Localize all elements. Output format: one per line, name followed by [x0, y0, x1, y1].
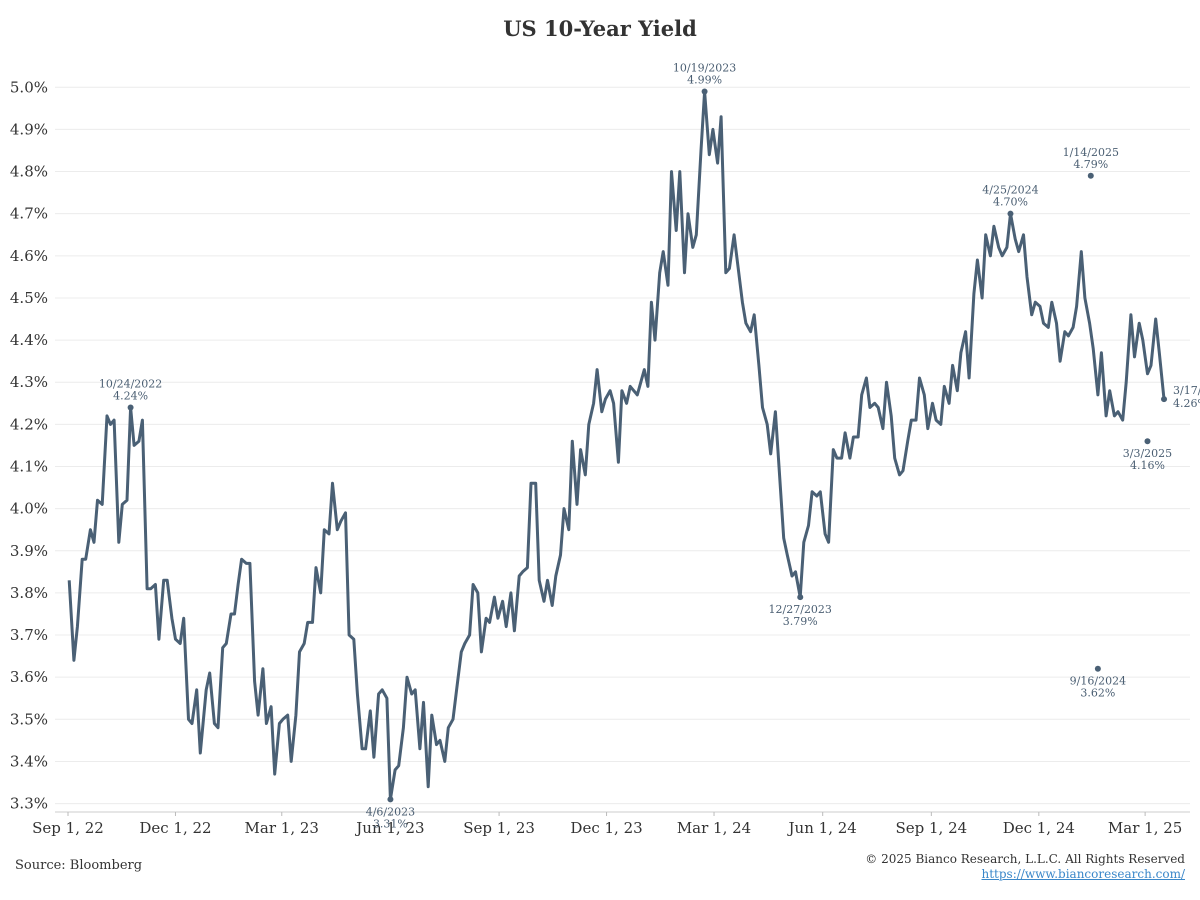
annotations: 10/24/20224.24%4/6/20233.31%10/19/20234.…: [99, 61, 1200, 830]
y-tick-label: 3.8%: [10, 584, 48, 602]
source-note: Source: Bloomberg: [15, 858, 143, 873]
annotation-point: [387, 796, 394, 803]
annotation-value: 4.24%: [113, 390, 148, 403]
annotation-value: 4.79%: [1073, 158, 1108, 171]
y-tick-label: 4.1%: [10, 457, 48, 475]
x-tick-label: Mar 1, 23: [245, 819, 319, 837]
y-tick-label: 4.6%: [10, 247, 48, 265]
annotation-value: 3.62%: [1080, 687, 1115, 700]
annotation-date: 1/14/2025: [1063, 146, 1119, 159]
annotation-date: 4/25/2024: [982, 184, 1038, 197]
x-tick-label: Dec 1, 24: [1003, 819, 1075, 837]
y-tick-label: 4.4%: [10, 331, 48, 349]
annotation-value: 4.99%: [687, 73, 722, 86]
x-tick-label: Sep 1, 23: [463, 819, 535, 837]
y-tick-label: 4.0%: [10, 500, 48, 518]
yield-series-line: [67, 90, 1166, 801]
y-tick-label: 3.7%: [10, 626, 48, 644]
x-axis: Sep 1, 22 Dec 1, 22 Mar 1, 23 Jun 1, 23 Sep …: [32, 812, 1182, 837]
annotation-value: 3.79%: [783, 615, 818, 628]
annotation-value: 4.70%: [993, 196, 1028, 209]
annotation-date: 3/17/2025: [1173, 384, 1200, 397]
annotation-date: 10/24/2022: [99, 378, 162, 391]
y-tick-label: 3.5%: [10, 710, 48, 728]
y-tick-label: 4.8%: [10, 163, 48, 181]
y-tick-label: 4.3%: [10, 373, 48, 391]
y-tick-label: 3.9%: [10, 542, 48, 560]
y-tick-label: 3.3%: [10, 795, 48, 813]
annotation-date: 10/19/2023: [673, 61, 736, 74]
annotation-point: [1094, 665, 1101, 672]
annotation-point: [797, 594, 804, 601]
annotation-value: 4.26%: [1173, 397, 1200, 410]
y-tick-label: 4.5%: [10, 289, 48, 307]
x-tick-label: Mar 1, 24: [677, 819, 751, 837]
x-tick-label: Mar 1, 25: [1108, 819, 1182, 837]
annotation-date: 9/16/2024: [1070, 675, 1126, 688]
gridlines: [55, 86, 1190, 805]
chart-title: US 10-Year Yield: [503, 16, 697, 41]
annotation-point: [1161, 396, 1168, 403]
y-tick-label: 3.4%: [10, 752, 48, 770]
annotation-date: 12/27/2023: [769, 603, 832, 616]
copyright-note: © 2025 Bianco Research, L.L.C. All Right…: [865, 852, 1185, 866]
annotation-point: [1007, 210, 1014, 217]
x-tick-label: Sep 1, 22: [32, 819, 104, 837]
annotation-point: [1087, 172, 1094, 179]
annotation-point: [701, 88, 708, 95]
y-tick-label: 4.2%: [10, 415, 48, 433]
annotation-value: 4.16%: [1130, 459, 1165, 472]
website-link[interactable]: https://www.biancoresearch.com/: [981, 867, 1185, 881]
y-axis: 5.0% 4.9% 4.8% 4.7% 4.6% 4.5% 4.4% 4.3% 4.2% 4.1%…: [10, 78, 48, 812]
y-tick-label: 4.7%: [10, 205, 48, 223]
y-tick-label: 3.6%: [10, 668, 48, 686]
x-tick-label: Jun 1, 24: [787, 819, 857, 837]
x-tick-label: Dec 1, 23: [570, 819, 642, 837]
annotation-value: 3.31%: [373, 817, 408, 830]
annotation-date: 3/3/2025: [1123, 447, 1172, 460]
x-tick-label: Dec 1, 22: [139, 819, 211, 837]
annotation-date: 4/6/2023: [366, 805, 415, 818]
x-tick-label: Sep 1, 24: [895, 819, 967, 837]
annotation-point: [1144, 438, 1151, 445]
annotation-point: [127, 404, 134, 411]
y-tick-label: 5.0%: [10, 78, 48, 96]
x-tick-label: Jun 1, 23: [354, 819, 424, 837]
y-tick-label: 4.9%: [10, 120, 48, 138]
